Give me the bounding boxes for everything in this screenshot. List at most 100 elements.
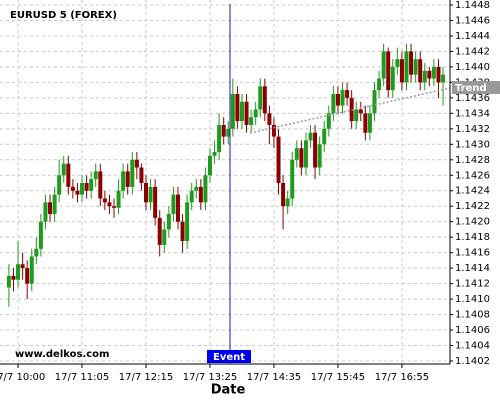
y-tick-label: 1.1404 [455, 341, 490, 352]
candle-body [358, 109, 363, 114]
candle-body [390, 66, 395, 91]
candle-body [395, 59, 400, 67]
y-tick-label: 1.1444 [455, 31, 490, 42]
chart-title: EURUSD 5 (FOREX) [10, 10, 117, 21]
candle-body [148, 186, 153, 203]
candle-body [48, 202, 53, 214]
x-tick-label: 17/7 14:35 [247, 372, 301, 383]
event-label: Event [213, 352, 245, 363]
candle-body [335, 94, 340, 106]
candle-body [230, 94, 235, 129]
candle-body [52, 194, 57, 214]
candle-body [121, 171, 126, 191]
trend-label: Trend [455, 83, 487, 94]
candle-body [413, 59, 418, 75]
candle-body [294, 148, 299, 160]
candle-body [144, 183, 148, 203]
y-tick-label: 1.1424 [455, 186, 490, 197]
candle-body [271, 124, 276, 137]
candle-body [367, 113, 372, 133]
candle-body [276, 136, 281, 183]
candle-body [290, 159, 295, 199]
candle-body [84, 183, 89, 191]
candle-body [221, 124, 226, 137]
candle-body [125, 171, 130, 187]
candle-body [386, 51, 391, 91]
candle-body [285, 198, 290, 207]
candle-body [235, 94, 240, 122]
candle-body [418, 59, 423, 83]
watermark: www.delkos.com [15, 349, 109, 360]
y-tick-label: 1.1412 [455, 279, 490, 290]
x-tick-label: 17/7 12:15 [119, 372, 173, 383]
candle-body [262, 86, 267, 114]
y-tick-label: 1.1416 [455, 248, 490, 259]
candle-body [20, 264, 25, 269]
y-tick-label: 1.1414 [455, 263, 490, 274]
candle-body [66, 163, 71, 187]
candle-body [16, 264, 21, 280]
x-axis-label: Date [211, 383, 246, 398]
event-box [207, 350, 251, 363]
y-tick-label: 1.1402 [455, 356, 490, 367]
candle-body [203, 175, 208, 203]
x-tick-label: 17/7 15:45 [311, 372, 365, 383]
candle-body [226, 128, 231, 137]
candle-body [98, 171, 103, 199]
candle-body [198, 186, 203, 203]
candle-body [166, 213, 171, 230]
candle-body [313, 132, 318, 168]
candle-body [267, 113, 272, 125]
grid [0, 0, 450, 364]
candle-body [217, 124, 222, 153]
candle-body [239, 101, 244, 122]
candle-body [29, 256, 34, 284]
y-tick-label: 1.1430 [455, 139, 490, 150]
x-tick-label: 17/7 16:55 [375, 372, 429, 383]
candle-body [404, 51, 409, 83]
candle-body [93, 171, 98, 180]
candle-body [436, 66, 441, 83]
candle-body [157, 217, 162, 245]
candle-body [34, 248, 39, 257]
candle-body [175, 194, 180, 222]
candle-body [299, 148, 304, 168]
candle-body [185, 202, 190, 242]
candle-body [112, 206, 117, 208]
candle-body [194, 186, 199, 191]
candle-body [258, 86, 263, 110]
candle-body [134, 159, 139, 168]
candle-body [189, 190, 194, 203]
candle-body [441, 74, 446, 83]
candle-body [345, 90, 350, 98]
candle-body [6, 275, 11, 288]
y-tick-label: 1.1426 [455, 170, 490, 181]
candle-body [340, 90, 345, 106]
candle-body [409, 51, 414, 75]
candle-body [139, 167, 144, 183]
candle-body [249, 117, 254, 125]
y-tick-label: 1.1440 [455, 62, 490, 73]
candle-body [244, 101, 249, 125]
y-tick-label: 1.1442 [455, 46, 490, 57]
candle-body [75, 190, 80, 195]
y-tick-label: 1.1428 [455, 155, 490, 166]
candle-body [303, 140, 308, 168]
candle-body [38, 221, 43, 249]
candle-body [25, 268, 30, 284]
candle-body [130, 159, 135, 187]
y-tick-label: 1.1418 [455, 232, 490, 243]
candle-body [308, 132, 313, 141]
candle-body [171, 194, 176, 214]
candle-body [116, 190, 121, 208]
candle-body [326, 113, 331, 129]
candle-body [431, 66, 436, 79]
candle-body [153, 186, 158, 218]
x-tick-label: 17/7 10:00 [0, 372, 45, 383]
candle-body [381, 51, 386, 79]
candle-body [427, 70, 432, 79]
candle-body [61, 163, 66, 176]
y-tick-label: 1.1420 [455, 217, 490, 228]
candle-body [354, 109, 359, 122]
